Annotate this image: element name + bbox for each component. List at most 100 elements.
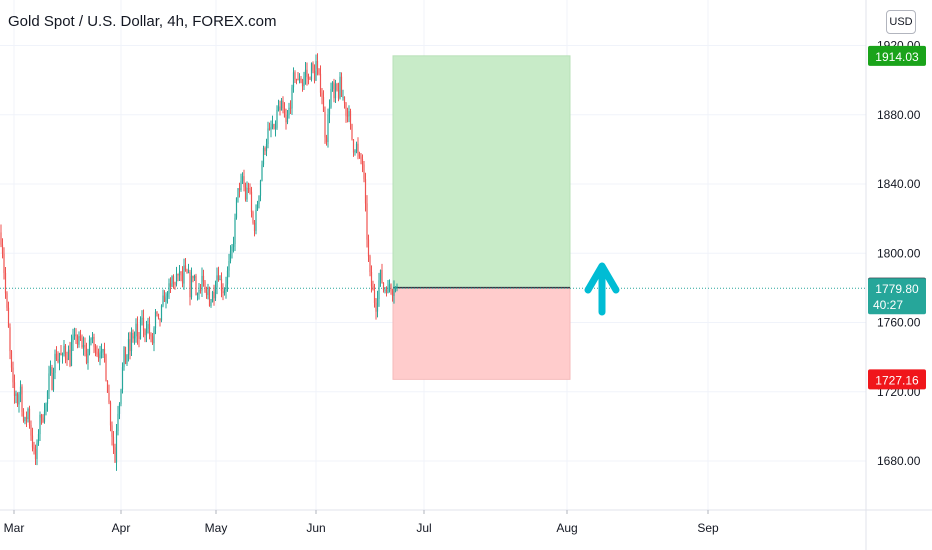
candle-up bbox=[168, 283, 170, 294]
candle-down bbox=[295, 79, 298, 81]
candle-down bbox=[202, 275, 205, 282]
candle-up bbox=[160, 305, 163, 321]
candle-down bbox=[186, 270, 188, 273]
candle-down bbox=[55, 353, 58, 360]
candle-up bbox=[270, 126, 272, 130]
candle-up bbox=[123, 346, 125, 368]
candle-down bbox=[325, 137, 328, 143]
candle-down bbox=[289, 107, 292, 109]
candle-down bbox=[268, 128, 271, 130]
currency-button[interactable]: USD bbox=[886, 10, 916, 34]
candle-down bbox=[148, 324, 151, 335]
candle-up bbox=[166, 293, 169, 298]
candle-down bbox=[319, 73, 322, 93]
candle-up bbox=[82, 345, 85, 348]
candle-down bbox=[252, 212, 254, 223]
candle-up bbox=[48, 373, 50, 392]
candle-up bbox=[291, 87, 293, 109]
candle-up bbox=[73, 334, 76, 337]
candle-up bbox=[274, 127, 277, 129]
candle-up bbox=[46, 391, 49, 404]
candle-down bbox=[372, 286, 374, 291]
last-price-label: 1779.80 bbox=[875, 282, 919, 296]
candle-down bbox=[97, 354, 100, 359]
candle-down bbox=[51, 367, 53, 390]
candle-down bbox=[333, 82, 335, 99]
candle-down bbox=[40, 414, 43, 418]
candle-down bbox=[217, 275, 220, 280]
candle-down bbox=[184, 265, 187, 271]
candle-up bbox=[219, 278, 221, 280]
candle-up bbox=[183, 265, 185, 284]
candle-down bbox=[30, 425, 32, 436]
candle-up bbox=[39, 414, 41, 435]
candle-down bbox=[363, 164, 365, 180]
long-position-tool[interactable] bbox=[392, 55, 571, 380]
candle-down bbox=[33, 447, 35, 450]
candle-down bbox=[0, 232, 2, 245]
x-tick-label: May bbox=[205, 521, 228, 535]
arrow-up-icon bbox=[584, 262, 620, 316]
stop-price-label: 1727.16 bbox=[875, 373, 919, 387]
candle-down bbox=[312, 63, 314, 71]
candle-up bbox=[187, 272, 190, 274]
candle-up bbox=[162, 295, 164, 306]
candle-up bbox=[99, 352, 101, 359]
candle-down bbox=[340, 76, 343, 97]
candle-down bbox=[249, 188, 251, 192]
candle-down bbox=[93, 336, 95, 347]
candle-up bbox=[288, 107, 290, 115]
candle-down bbox=[321, 92, 323, 98]
candle-down bbox=[318, 68, 320, 74]
candle-down bbox=[81, 338, 83, 348]
candle-down bbox=[309, 78, 311, 80]
candle-up bbox=[126, 354, 128, 365]
time-axis[interactable]: Mar Apr May Jun Jul Aug Sep bbox=[4, 510, 719, 535]
candle-up bbox=[18, 394, 20, 405]
candle-up bbox=[193, 275, 196, 279]
x-tick-label: Jun bbox=[306, 521, 325, 535]
candle-down bbox=[69, 349, 71, 366]
candle-down bbox=[75, 334, 77, 337]
candle-down bbox=[369, 256, 371, 273]
candle-up bbox=[265, 144, 268, 152]
candle-down bbox=[66, 358, 68, 360]
candle-up bbox=[118, 403, 121, 414]
candle-up bbox=[229, 251, 232, 261]
candle-up bbox=[67, 349, 70, 360]
candle-up bbox=[231, 246, 233, 252]
candle-down bbox=[283, 108, 286, 118]
candle-up bbox=[37, 434, 40, 443]
price-axis[interactable]: 1920.001880.001840.001800.001760.001720.… bbox=[877, 39, 921, 469]
candle-up bbox=[91, 336, 94, 339]
candle-down bbox=[282, 100, 284, 109]
candle-up bbox=[61, 354, 64, 356]
candle-down bbox=[25, 417, 28, 420]
candle-up bbox=[327, 114, 329, 143]
candle-down bbox=[157, 313, 160, 319]
candle-up bbox=[135, 323, 137, 337]
candle-down bbox=[208, 287, 211, 307]
candle-down bbox=[163, 295, 166, 302]
candle-down bbox=[181, 273, 184, 284]
candle-up bbox=[87, 353, 89, 364]
candle-down bbox=[180, 271, 182, 274]
candle-up bbox=[24, 417, 26, 422]
candle-up bbox=[310, 63, 313, 80]
long-arrow-icon[interactable] bbox=[584, 262, 620, 316]
candle-down bbox=[360, 156, 362, 160]
candle-down bbox=[297, 79, 299, 81]
candle-down bbox=[264, 148, 266, 152]
candle-down bbox=[222, 290, 224, 294]
candle-up bbox=[175, 273, 178, 285]
candle-up bbox=[255, 209, 257, 231]
candle-up bbox=[261, 164, 263, 181]
candle-up bbox=[286, 114, 289, 123]
candle-down bbox=[76, 336, 79, 345]
candle-up bbox=[102, 349, 104, 352]
candle-down bbox=[136, 323, 139, 337]
candle-up bbox=[72, 336, 74, 343]
candle-down bbox=[352, 139, 355, 153]
candle-down bbox=[103, 349, 106, 355]
